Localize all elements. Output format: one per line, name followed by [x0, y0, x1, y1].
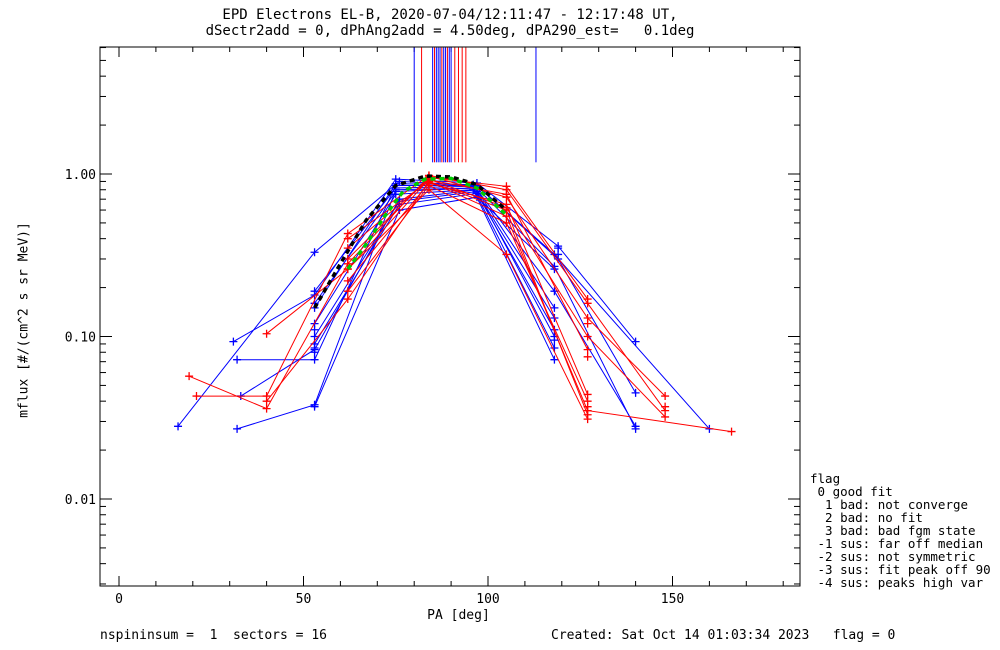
legend-item: -1 sus: far off median: [810, 536, 984, 551]
red-data-point: [424, 177, 433, 186]
legend-item: 0 good fit: [810, 484, 893, 499]
legend-item: 3 bad: bad fgm state: [810, 523, 976, 538]
red-data-point: [502, 250, 511, 259]
red-data-point: [583, 295, 592, 304]
red-series-line: [347, 182, 589, 395]
red-series-line: [188, 175, 666, 410]
y-tick-label: 1.00: [65, 168, 96, 183]
footer-created-info: Created: Sat Oct 14 01:03:34 2023 flag =…: [551, 628, 896, 643]
chart-title-line1: EPD Electrons EL-B, 2020-07-04/12:11:47 …: [222, 7, 678, 23]
red-series-line: [196, 174, 666, 411]
red-series-line: [347, 177, 589, 300]
blue-series-line: [237, 185, 637, 394]
red-data-point: [583, 319, 592, 328]
legend-item: -2 sus: not symmetric: [810, 549, 976, 564]
plot-frame: [99, 46, 801, 587]
blue-data-point: [550, 355, 559, 364]
red-data-point: [661, 402, 670, 411]
legend-item: -4 sus: peaks high var: [810, 575, 984, 590]
red-series-line: [266, 178, 666, 418]
x-tick-label: 150: [661, 592, 684, 607]
x-tick-label: 100: [476, 592, 499, 607]
blue-series-line: [314, 196, 555, 407]
blue-data-point: [233, 424, 242, 433]
black-fit-curve: [313, 174, 508, 309]
blue-data-point: [310, 343, 319, 352]
footer-spin-info: nspininsum = 1 sectors = 16: [100, 628, 327, 643]
red-data-point: [583, 352, 592, 361]
red-data-point: [262, 404, 271, 413]
red-data-point: [192, 392, 201, 401]
blue-data-point: [310, 248, 319, 257]
red-data-point: [661, 392, 670, 401]
y-tick-label: 0.10: [65, 331, 96, 346]
blue-series-line: [236, 187, 637, 430]
blue-data-point: [229, 337, 238, 346]
blue-data-point: [174, 422, 183, 431]
legend-item: 1 bad: not converge: [810, 497, 969, 512]
chart-title-line2: dSectr2add = 0, dPhAng2add = 4.50deg, dP…: [205, 23, 695, 39]
red-data-point: [262, 329, 271, 338]
blue-data-point: [631, 388, 640, 397]
red-data-point: [727, 427, 736, 436]
blue-data-point: [550, 303, 559, 312]
blue-data-point: [233, 355, 242, 364]
green-fit-curve: [346, 176, 508, 271]
legend-title: flag: [810, 471, 841, 486]
red-data-point: [661, 412, 670, 421]
blue-data-point: [550, 343, 559, 352]
x-tick-label: 50: [296, 592, 312, 607]
red-data-point: [262, 397, 271, 406]
blue-series-line: [314, 185, 555, 319]
red-data-point: [343, 234, 352, 243]
red-data-point: [502, 218, 511, 227]
red-data-point: [424, 185, 433, 194]
x-tick-label: 0: [115, 592, 123, 607]
blue-data-point: [310, 355, 319, 364]
blue-series-line: [240, 189, 637, 427]
red-data-point: [502, 182, 511, 191]
x-axis-label: PA [deg]: [427, 608, 490, 623]
blue-data-point: [550, 336, 559, 345]
red-data-point: [502, 190, 511, 199]
legend-item: -3 sus: fit peak off 90: [810, 562, 991, 577]
legend-item: 2 bad: no fit: [810, 510, 923, 525]
red-data-point: [583, 410, 592, 419]
blue-series-line: [314, 192, 555, 345]
blue-data-point: [631, 422, 640, 431]
red-data-point: [583, 332, 592, 341]
red-series-line: [347, 179, 589, 350]
red-data-point: [583, 345, 592, 354]
blue-data-point: [310, 332, 319, 341]
red-data-point: [583, 402, 592, 411]
red-series-line: [347, 189, 589, 420]
red-data-point: [343, 287, 352, 296]
flag-legend: flag 0 good fit 1 bad: not converge 2 ba…: [810, 472, 991, 589]
blue-data-point: [631, 337, 640, 346]
red-data-point: [343, 276, 352, 285]
red-data-point: [185, 372, 194, 381]
blue-data-point: [310, 287, 319, 296]
y-axis-label: mflux [#/(cm^2 s sr MeV)]: [16, 222, 32, 418]
blue-series-line: [314, 190, 555, 337]
blue-series-line: [314, 187, 555, 349]
red-data-point: [343, 295, 352, 304]
blue-series-line: [177, 180, 710, 430]
y-tick-label: 0.01: [65, 493, 96, 508]
red-series-line: [347, 180, 589, 415]
blue-data-point: [554, 250, 563, 259]
red-series-line: [266, 180, 732, 433]
red-data-point: [502, 206, 511, 215]
blue-data-point: [310, 402, 319, 411]
blue-data-point: [310, 325, 319, 334]
